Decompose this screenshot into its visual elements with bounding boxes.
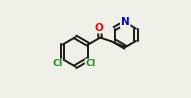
Text: O: O (95, 23, 103, 33)
Text: Cl: Cl (52, 59, 62, 68)
Text: N: N (121, 17, 130, 27)
Text: Cl: Cl (86, 59, 96, 68)
